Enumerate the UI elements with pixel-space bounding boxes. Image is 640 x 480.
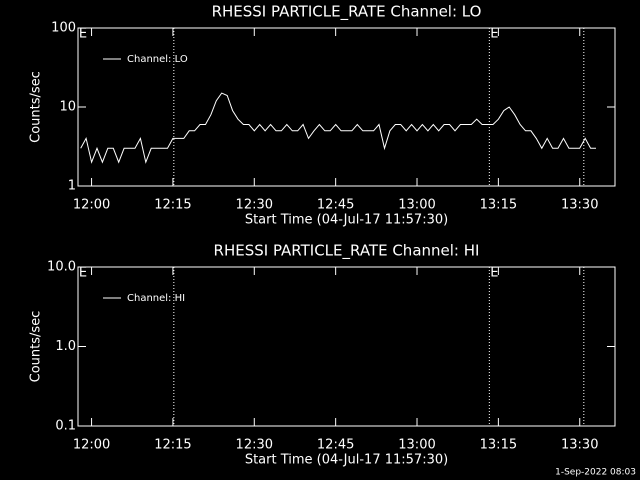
legend-label: Channel: LO (127, 54, 188, 65)
footer: 1-Sep-2022 08:03 (555, 468, 636, 478)
y-tick-label: 10 (59, 100, 76, 115)
legend-label: Channel: HI (127, 293, 185, 304)
x-axis-label: Start Time (04-Jul-17 11:57:30) (245, 213, 448, 228)
x-tick-label: 12:15 (154, 438, 191, 453)
y-tick-label: 1 (68, 179, 76, 194)
y-axis-label: Counts/sec (29, 71, 44, 143)
x-tick-label: 12:00 (73, 198, 110, 213)
x-tick-label: 13:00 (398, 198, 435, 213)
x-tick-label: 13:15 (480, 198, 517, 213)
x-tick-label: 12:30 (236, 198, 273, 213)
x-tick-label: 12:30 (236, 438, 273, 453)
chart-title: RHESSI PARTICLE_RATE Channel: LO (212, 3, 482, 22)
x-tick-label: 13:30 (561, 438, 598, 453)
y-tick-label: 10.0 (47, 260, 76, 275)
x-tick-label: 12:45 (317, 198, 354, 213)
data-line (80, 92, 596, 164)
plot-frame (77, 27, 616, 187)
y-tick-label: 0.1 (55, 419, 76, 434)
x-axis-label: Start Time (04-Jul-17 11:57:30) (245, 453, 448, 468)
annotation: E (490, 27, 498, 42)
x-tick-label: 13:15 (480, 438, 517, 453)
x-tick-label: 12:45 (317, 438, 354, 453)
x-tick-label: 13:30 (561, 198, 598, 213)
annotation: E (79, 266, 87, 281)
y-tick-label: 1.0 (55, 339, 76, 354)
x-tick-label: 13:00 (398, 438, 435, 453)
y-tick-label: 100 (51, 21, 76, 36)
annotation: E (79, 27, 87, 42)
annotation: E (490, 266, 498, 281)
x-tick-label: 12:00 (73, 438, 110, 453)
plot-frame (77, 266, 616, 427)
x-tick-label: 12:15 (154, 198, 191, 213)
chart-title: RHESSI PARTICLE_RATE Channel: HI (214, 242, 480, 261)
y-axis-label: Counts/sec (29, 311, 44, 383)
